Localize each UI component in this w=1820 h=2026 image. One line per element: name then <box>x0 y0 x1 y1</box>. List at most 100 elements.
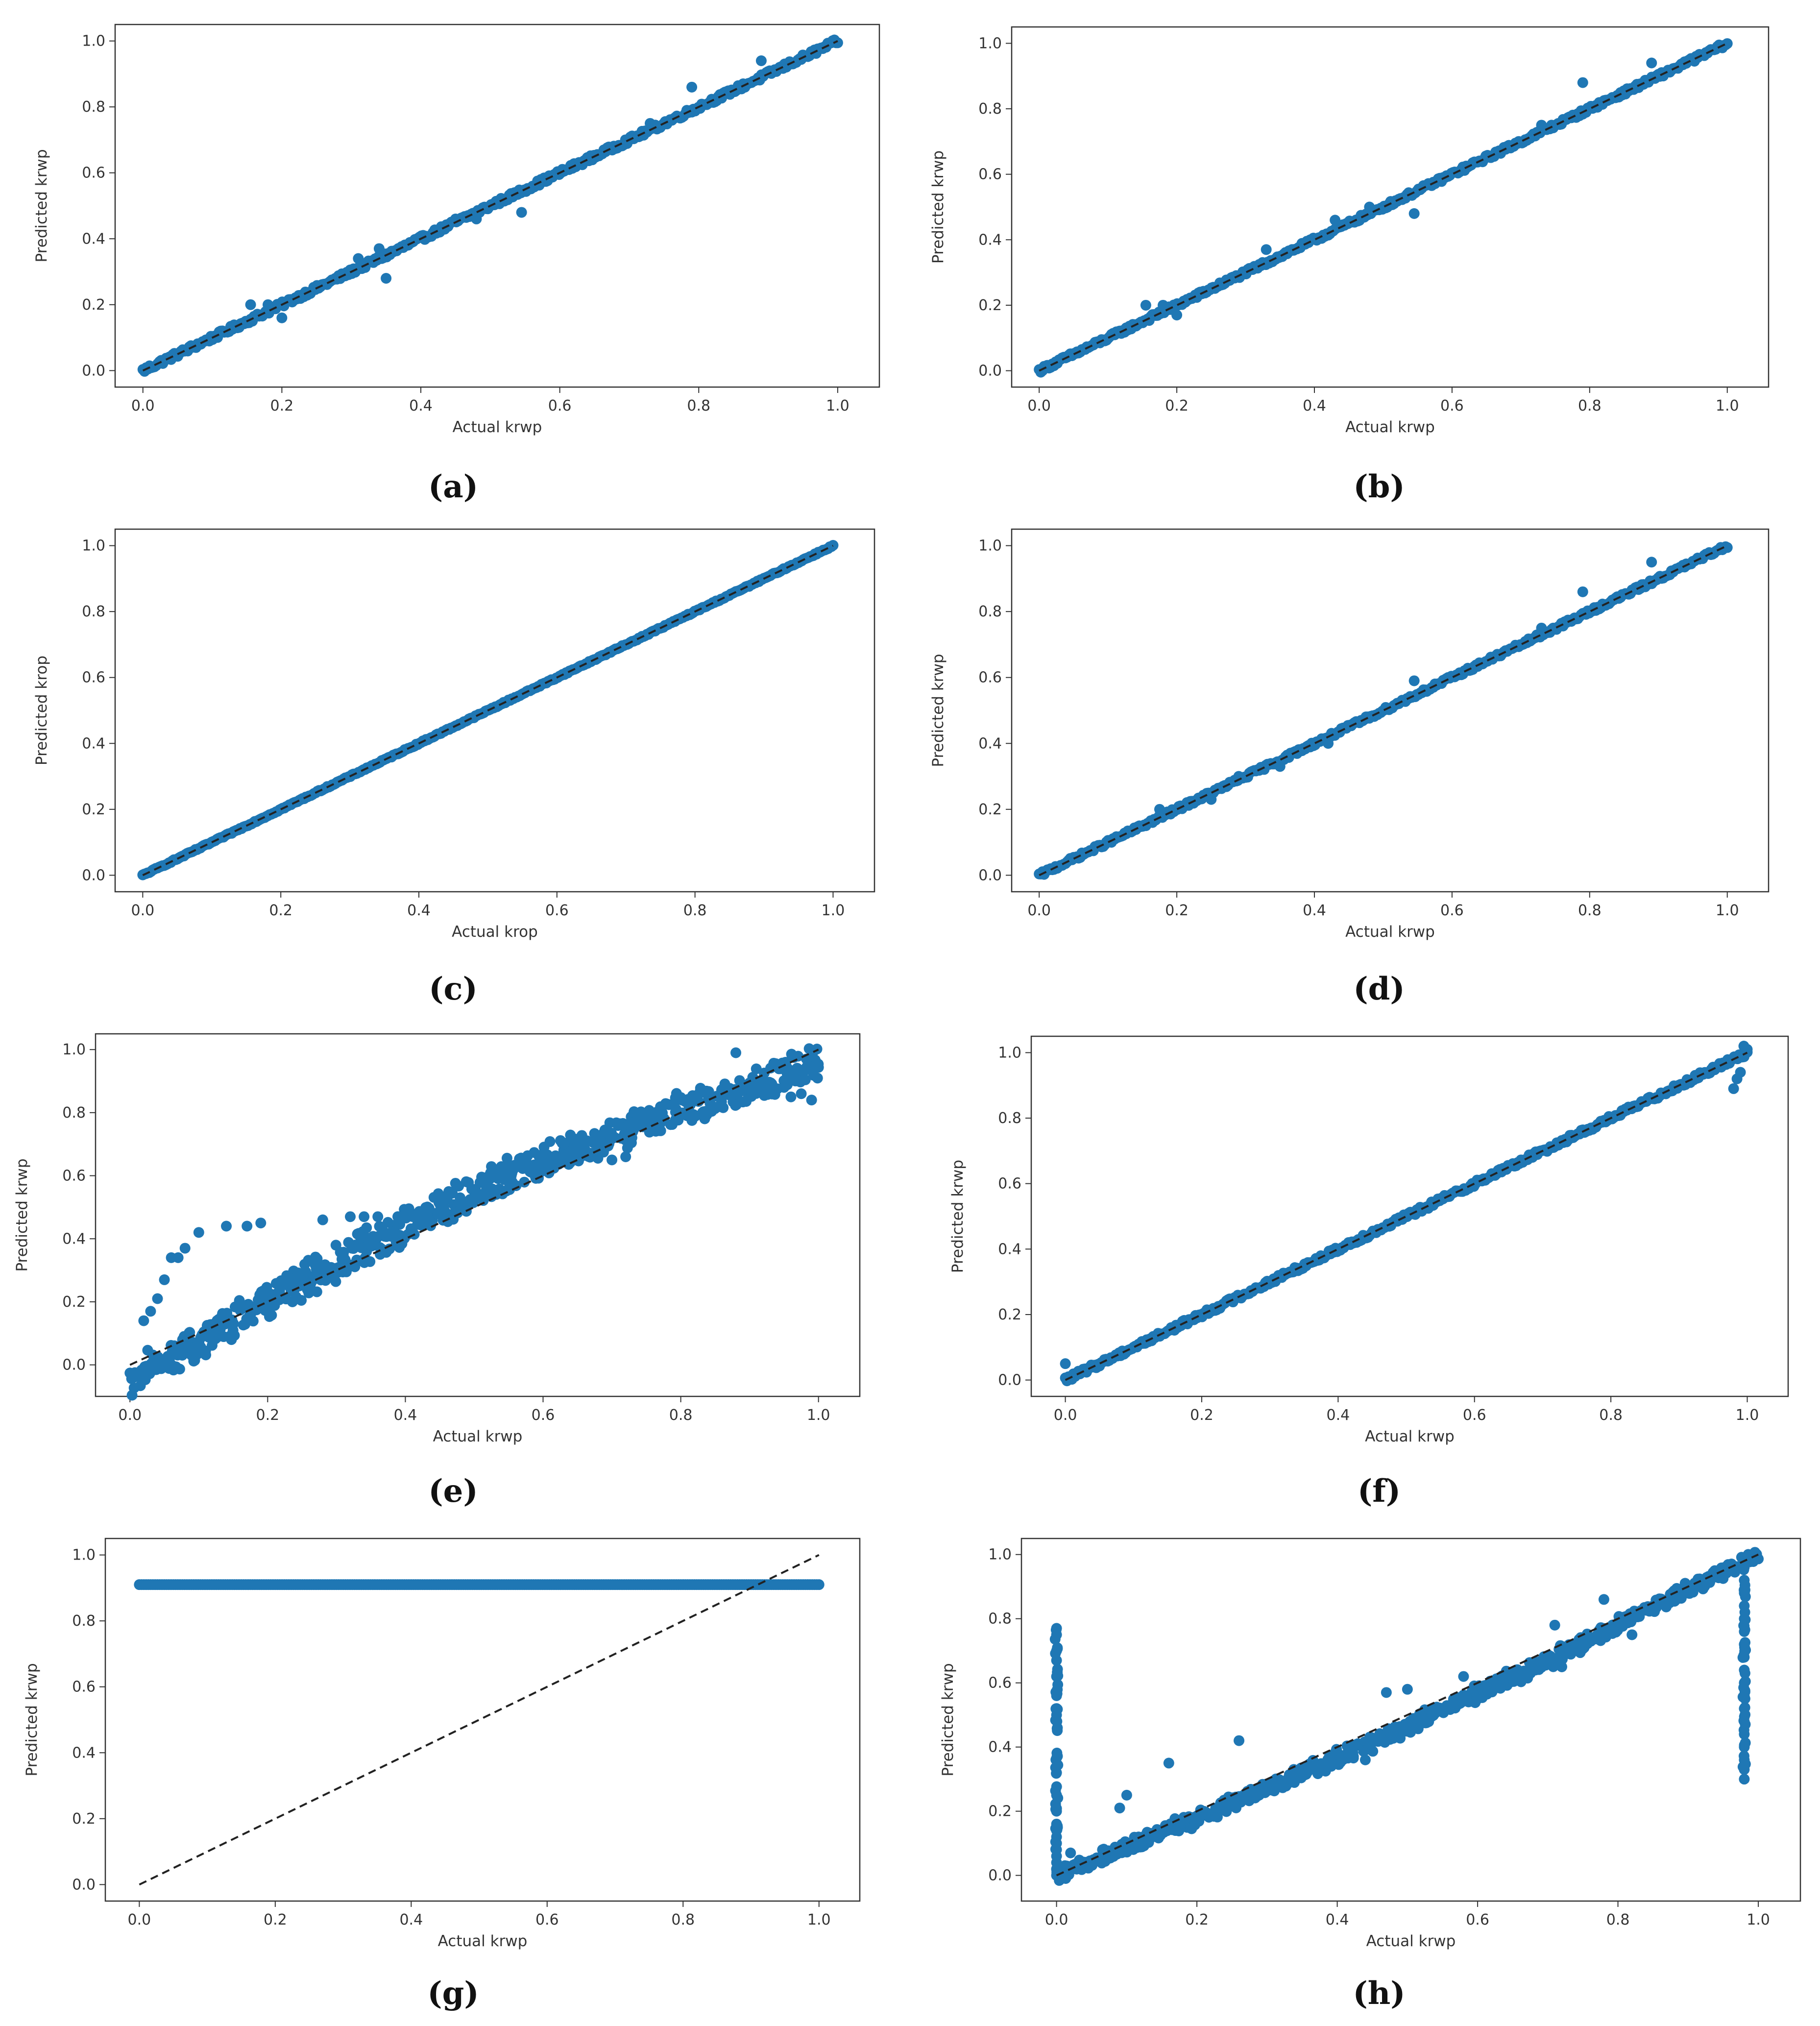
data-point <box>1502 1671 1513 1683</box>
data-point <box>1722 542 1733 553</box>
outlier-point <box>1323 738 1334 749</box>
outlier-point <box>1381 1687 1392 1698</box>
data-point <box>1231 1802 1242 1813</box>
y-tick-label: 1.0 <box>72 1547 96 1564</box>
data-point <box>1739 1667 1750 1679</box>
y-tick-label: 0.8 <box>62 1104 86 1122</box>
data-point <box>701 1085 712 1097</box>
outlier-point <box>1556 1661 1567 1672</box>
chart-panel: 0.0 0.2 0.4 0.6 0.8 1.0 0.0 0.2 0.4 0.6 0.8 1.0 Actu… <box>23 1538 861 2012</box>
x-tick-label: 0.0 <box>1027 902 1051 919</box>
outlier-point <box>373 243 385 254</box>
x-tick-label: 0.2 <box>270 397 294 415</box>
y-tick-label: 0.0 <box>82 362 105 379</box>
outlier-point <box>1359 1754 1371 1765</box>
data-point <box>1672 1593 1683 1605</box>
data-point <box>1052 1642 1063 1653</box>
y-tick-label: 0.8 <box>988 1611 1012 1628</box>
outlier-point <box>1163 1757 1174 1769</box>
data-point <box>1050 1762 1061 1773</box>
y-tick-label: 0.4 <box>72 1744 96 1761</box>
y-tick-label: 1.0 <box>978 35 1002 52</box>
data-point <box>126 1390 138 1401</box>
x-tick-label: 1.0 <box>1747 1911 1770 1928</box>
outlier-point <box>1121 1789 1132 1801</box>
outlier-point <box>245 299 256 310</box>
data-point <box>1562 1645 1574 1657</box>
x-tick-label: 0.2 <box>256 1407 279 1424</box>
data-point <box>730 1100 741 1111</box>
data-point <box>388 1226 400 1238</box>
y-axis-label: Predicted krop <box>33 656 50 765</box>
outlier-point <box>242 1220 253 1232</box>
axes-frame <box>1011 528 1770 893</box>
outlier-point <box>1646 557 1657 568</box>
data-point <box>311 1286 322 1297</box>
outlier-point <box>1728 1083 1739 1094</box>
data-point <box>1595 1635 1606 1646</box>
y-tick-label: 0.2 <box>72 1810 96 1828</box>
outlier-point <box>255 1218 267 1229</box>
x-tick-label: 0.6 <box>1440 902 1464 919</box>
data-point <box>202 1319 213 1331</box>
outlier-point <box>1158 299 1168 311</box>
data-point <box>1536 1662 1547 1673</box>
outlier-point <box>1577 586 1588 597</box>
data-point <box>423 1214 434 1225</box>
outlier-point <box>1577 77 1588 88</box>
data-point <box>273 1287 285 1298</box>
data-point <box>1739 1645 1750 1657</box>
y-tick-label: 0.0 <box>988 1867 1012 1884</box>
data-point <box>177 1350 188 1361</box>
data-point <box>1710 1565 1722 1577</box>
outlier-point <box>152 1293 163 1304</box>
data-point <box>1627 1610 1638 1621</box>
y-tick-label: 0.6 <box>82 165 105 182</box>
y-tick-label: 0.8 <box>978 603 1002 620</box>
data-point <box>544 1136 556 1147</box>
data-point <box>1739 1620 1750 1632</box>
y-tick-label: 1.0 <box>988 1546 1012 1563</box>
y-tick-label: 0.6 <box>978 669 1002 686</box>
x-tick-label: 1.0 <box>807 1911 831 1928</box>
data-point <box>135 1380 146 1391</box>
data-point <box>1367 1746 1379 1757</box>
outlier-point <box>359 1211 370 1222</box>
outlier-point <box>730 1047 742 1058</box>
data-point <box>670 1092 681 1103</box>
data-point <box>261 1282 272 1293</box>
outlier-point <box>145 1306 156 1317</box>
data-point <box>1139 1840 1150 1852</box>
data-point <box>1418 1714 1429 1725</box>
data-point <box>1052 1751 1063 1762</box>
outlier-point <box>1114 1803 1125 1814</box>
outlier-point <box>138 1315 149 1326</box>
data-point <box>402 1229 413 1240</box>
reference-line <box>139 1554 820 1886</box>
data-point <box>813 1579 825 1590</box>
outlier-point <box>778 1082 790 1093</box>
outlier-point <box>179 1243 191 1254</box>
x-tick-label: 1.0 <box>826 397 849 415</box>
outlier-point <box>796 1088 807 1099</box>
data-point <box>312 1253 323 1265</box>
y-tick-label: 0.6 <box>62 1168 86 1185</box>
y-tick-label: 0.4 <box>82 230 105 247</box>
x-tick-label: 0.4 <box>409 397 433 415</box>
x-axis-label: Actual krwp <box>433 1428 523 1445</box>
y-tick-label: 1.0 <box>998 1044 1021 1061</box>
y-tick-label: 0.8 <box>72 1612 96 1630</box>
data-point <box>687 1090 698 1101</box>
data-point <box>1051 1867 1063 1878</box>
data-point <box>1266 1778 1277 1789</box>
x-tick-label: 0.6 <box>1440 397 1464 415</box>
data-point <box>1522 1672 1533 1684</box>
x-tick-label: 0.6 <box>1466 1911 1489 1928</box>
x-tick-label: 0.8 <box>1599 1407 1623 1424</box>
data-point <box>1052 1704 1063 1715</box>
data-point <box>353 1228 364 1239</box>
data-point <box>461 1176 472 1187</box>
data-point <box>827 540 839 551</box>
outlier-point <box>1140 299 1151 311</box>
